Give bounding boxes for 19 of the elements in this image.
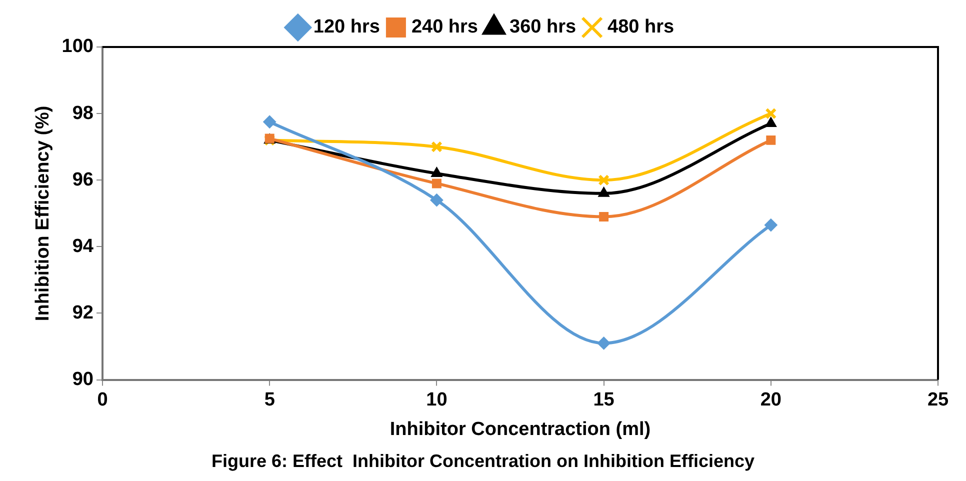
legend-label: 480 hrs xyxy=(608,16,674,38)
x-tick-label: 10 xyxy=(426,389,448,410)
y-tick-label: 92 xyxy=(72,302,94,324)
x-tick-label: 15 xyxy=(593,389,615,410)
x-tick-label: 25 xyxy=(927,389,949,410)
legend-label: 120 hrs xyxy=(313,16,380,38)
legend-label: 240 hrs xyxy=(411,16,478,38)
y-tick-label: 100 xyxy=(62,36,94,58)
text: Figure 6: Effect Inhibitor Concentration on Inhibition Efficiency xyxy=(211,451,755,472)
y-tick-label: 96 xyxy=(72,169,94,190)
y-tick-label: 90 xyxy=(72,369,94,390)
x-axis-title: Inhibitor Concentraction (ml) xyxy=(390,419,651,440)
y-tick-label: 98 xyxy=(72,102,94,124)
x-tick-label: 0 xyxy=(97,389,108,410)
x-tick-label: 20 xyxy=(760,389,782,410)
y-tick-label: 94 xyxy=(72,236,94,257)
x-tick-label: 5 xyxy=(264,389,276,410)
legend-label: 360 hrs xyxy=(510,16,576,38)
y-axis-title: Inhibition Efficiency (%) xyxy=(32,106,54,322)
